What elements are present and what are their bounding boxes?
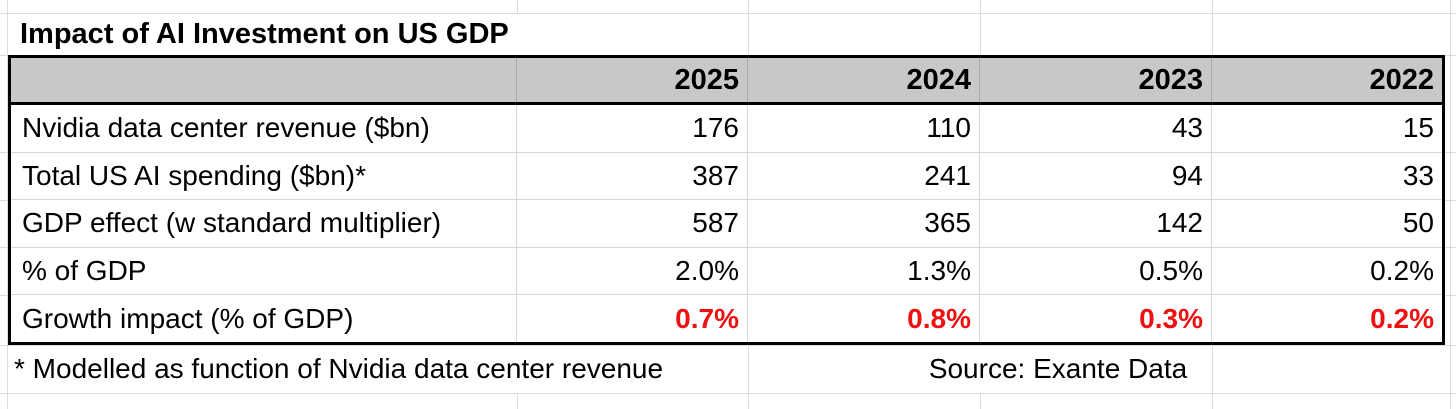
table-row-growth-impact: Growth impact (% of GDP) 0.7% 0.8% 0.3% … [11,295,1442,342]
header-year-cell-2025[interactable]: 2025 [517,58,748,102]
value-cell-highlighted[interactable]: 0.8% [748,295,980,342]
value-cell[interactable]: 0.5% [980,247,1212,295]
footnote-cell[interactable]: * Modelled as function of Nvidia data ce… [8,346,742,392]
footnote-text: * Modelled as function of Nvidia data ce… [14,353,664,384]
header-year-cell-2022[interactable]: 2022 [1369,63,1434,96]
row-label-cell[interactable]: Nvidia data center revenue ($bn) [11,105,517,152]
value-cell[interactable]: 142 [980,200,1212,247]
impact-table: 2025 2024 2023 2022 Nvidia data center r… [8,55,1445,345]
value-cell[interactable]: 33 [1402,159,1434,191]
source-text: Source: Exante Data [928,353,1188,384]
gridline [980,393,981,409]
source-cell[interactable]: Source: Exante Data [910,346,1206,392]
value-cell[interactable]: 365 [748,200,980,247]
gridline [0,13,1456,14]
gridline [517,0,518,13]
table-row-nvidia-revenue: Nvidia data center revenue ($bn) 176 110… [11,105,1442,153]
value-cell[interactable]: 587 [517,200,748,247]
header-year-cell-2023[interactable]: 2023 [980,58,1212,102]
sheet-title-cell[interactable]: Impact of AI Investment on US GDP [8,14,568,55]
header-year-cell-2024[interactable]: 2024 [748,58,980,102]
value-cell[interactable]: 110 [748,105,980,152]
gridline [0,393,1456,394]
row-label-cell[interactable]: Growth impact (% of GDP) [11,295,517,342]
sheet-title: Impact of AI Investment on US GDP [20,18,509,50]
value-cell-highlighted[interactable]: 0.7% [517,295,748,342]
gridline [1450,0,1451,409]
row-label-cell[interactable]: GDP effect (w standard multiplier) [11,200,517,247]
value-cell[interactable]: 15 [1402,112,1434,144]
value-cell-highlighted[interactable]: 0.2% [1370,302,1434,334]
table-header-row: 2025 2024 2023 2022 [11,58,1442,105]
table-row-gdp-effect: GDP effect (w standard multiplier) 587 3… [11,200,1442,248]
value-cell[interactable]: 43 [980,105,1212,152]
value-cell[interactable]: 241 [748,152,980,200]
value-cell[interactable]: 94 [980,152,1212,200]
table-row-pct-of-gdp: % of GDP 2.0% 1.3% 0.5% 0.2% [11,247,1442,296]
gridline [517,393,518,409]
value-cell[interactable]: 0.2% [1370,255,1434,287]
row-label-cell[interactable]: Total US AI spending ($bn)* [11,152,517,200]
gridline [0,345,1456,346]
value-cell[interactable]: 2.0% [517,247,748,295]
value-cell-highlighted[interactable]: 0.3% [980,295,1212,342]
header-spacer-cell[interactable] [11,58,517,102]
value-cell[interactable]: 50 [1402,207,1434,239]
row-label-cell[interactable]: % of GDP [11,247,517,295]
value-cell[interactable]: 176 [517,105,748,152]
table-row-total-ai-spending: Total US AI spending ($bn)* 387 241 94 3… [11,152,1442,201]
gridline [7,0,8,409]
value-cell[interactable]: 1.3% [748,247,980,295]
value-cell[interactable]: 387 [517,152,748,200]
